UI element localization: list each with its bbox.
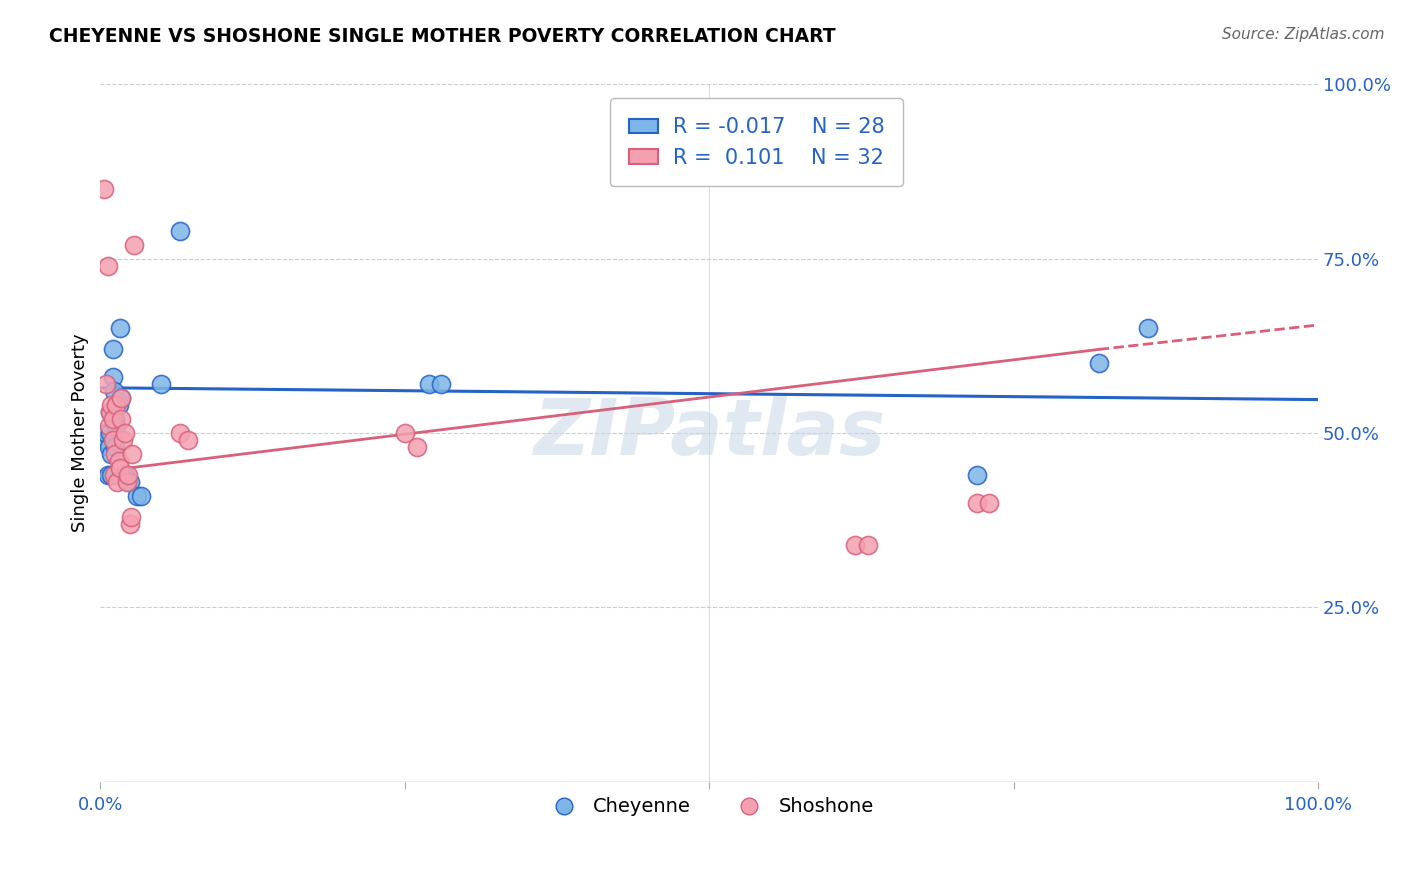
Point — [1088, 356, 1111, 370]
Point — [110, 391, 132, 405]
Point — [103, 384, 125, 399]
Point — [101, 433, 124, 447]
Point — [103, 467, 125, 482]
Point — [150, 377, 173, 392]
Point — [112, 433, 135, 447]
Point — [110, 391, 132, 405]
Point — [114, 425, 136, 440]
Point — [105, 475, 128, 489]
Text: ZIPatlas: ZIPatlas — [533, 395, 886, 471]
Point — [104, 440, 127, 454]
Text: CHEYENNE VS SHOSHONE SINGLE MOTHER POVERTY CORRELATION CHART: CHEYENNE VS SHOSHONE SINGLE MOTHER POVER… — [49, 27, 835, 45]
Point — [129, 489, 152, 503]
Point — [117, 467, 139, 482]
Point — [118, 516, 141, 531]
Point — [104, 447, 127, 461]
Point — [97, 259, 120, 273]
Point — [98, 405, 121, 419]
Point — [966, 496, 988, 510]
Point — [1136, 321, 1159, 335]
Point — [418, 377, 440, 392]
Point — [96, 377, 118, 392]
Point — [93, 182, 115, 196]
Point — [100, 447, 122, 461]
Point — [177, 433, 200, 447]
Point — [110, 412, 132, 426]
Point — [107, 398, 129, 412]
Point — [430, 377, 453, 392]
Point — [105, 398, 128, 412]
Text: Source: ZipAtlas.com: Source: ZipAtlas.com — [1222, 27, 1385, 42]
Point — [101, 412, 124, 426]
Point — [979, 496, 1001, 510]
Point — [124, 237, 146, 252]
Point — [125, 489, 148, 503]
Point — [100, 398, 122, 412]
Point — [98, 405, 121, 419]
Point — [100, 467, 122, 482]
Point — [856, 538, 879, 552]
Point — [394, 425, 416, 440]
Point — [108, 321, 131, 335]
Point — [406, 440, 429, 454]
Point — [94, 433, 117, 447]
Point — [169, 224, 191, 238]
Point — [101, 370, 124, 384]
Point — [966, 467, 988, 482]
Point — [105, 419, 128, 434]
Point — [107, 454, 129, 468]
Point — [97, 440, 120, 454]
Point — [169, 425, 191, 440]
Point — [114, 467, 136, 482]
Y-axis label: Single Mother Poverty: Single Mother Poverty — [72, 334, 89, 533]
Point — [120, 509, 142, 524]
Point — [118, 475, 141, 489]
Point — [115, 475, 138, 489]
Point — [97, 467, 120, 482]
Point — [97, 419, 120, 434]
Point — [98, 425, 121, 440]
Point — [844, 538, 866, 552]
Point — [96, 425, 118, 440]
Point — [104, 412, 127, 426]
Point — [121, 447, 143, 461]
Point — [101, 343, 124, 357]
Point — [108, 461, 131, 475]
Legend: Cheyenne, Shoshone: Cheyenne, Shoshone — [537, 789, 882, 824]
